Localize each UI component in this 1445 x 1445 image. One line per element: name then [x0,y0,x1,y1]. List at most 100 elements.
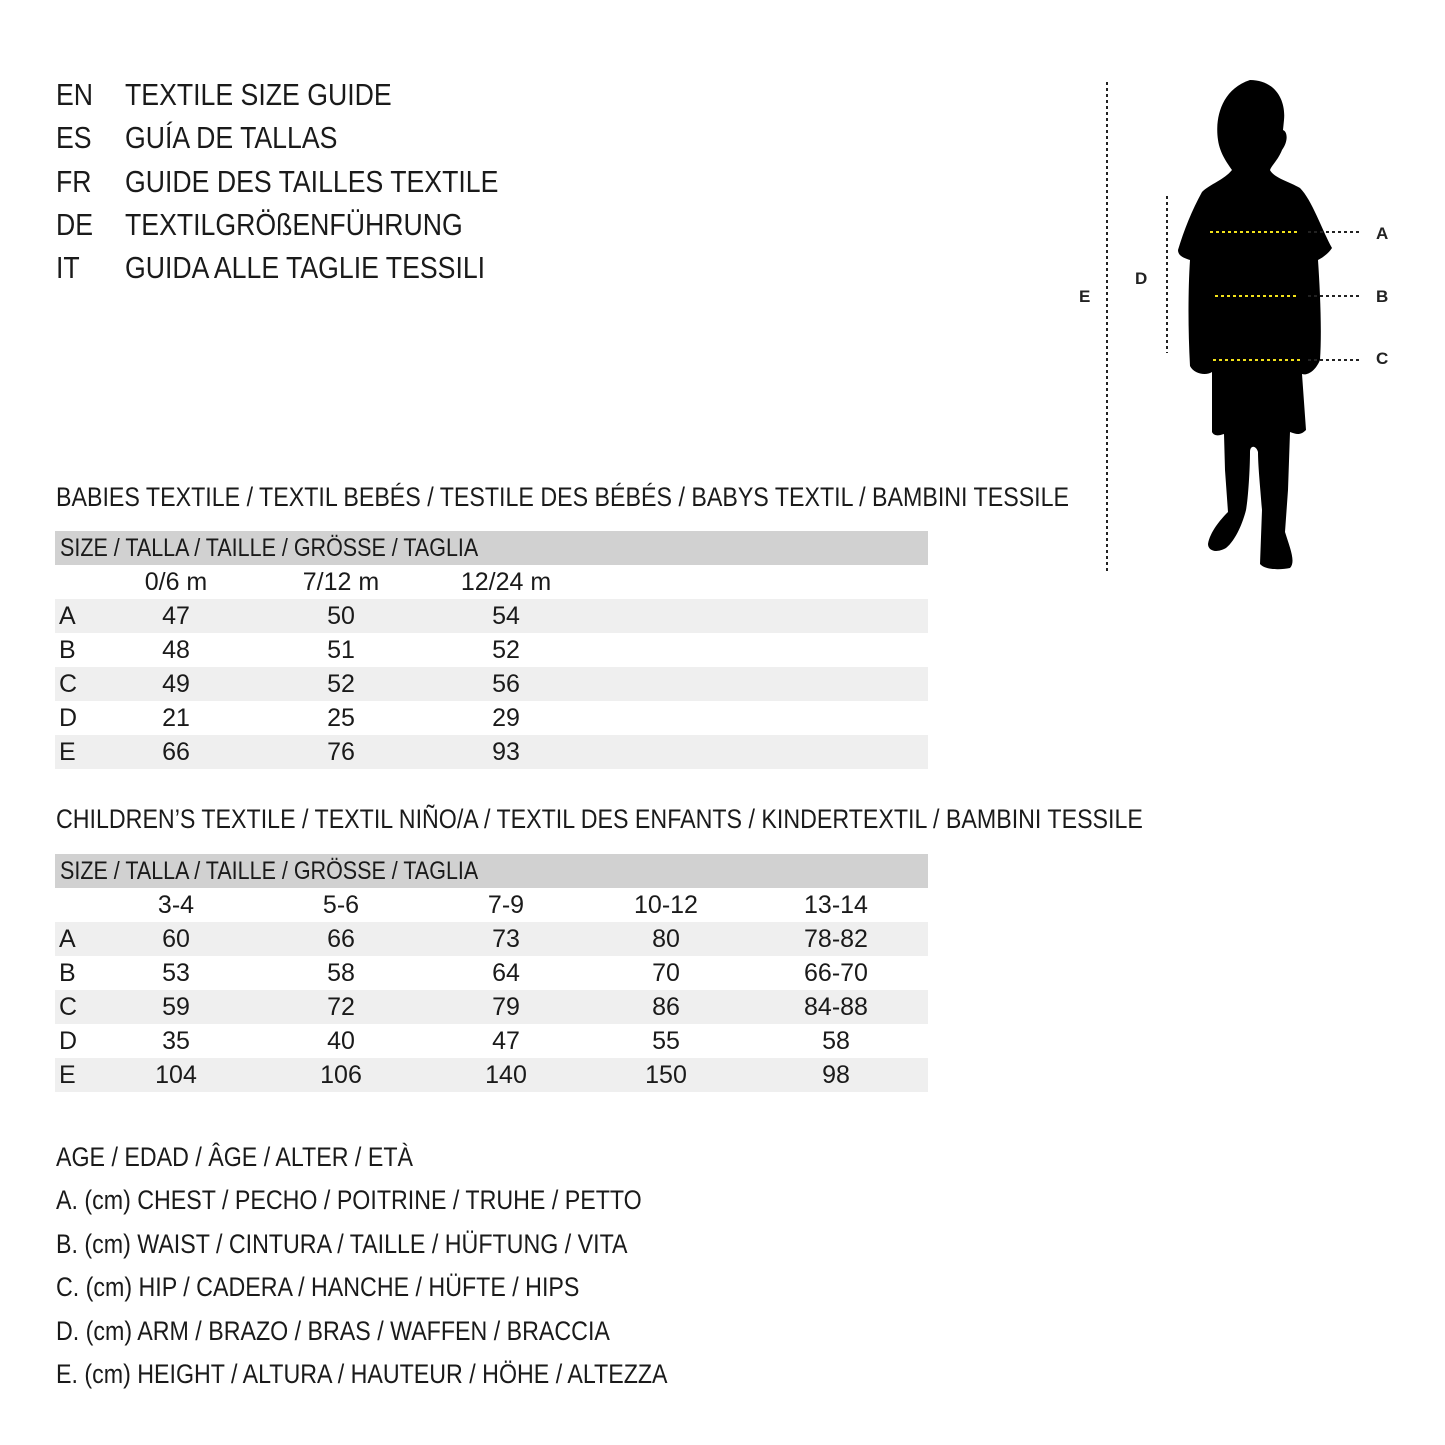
table-cell: 73 [492,925,520,953]
legend-item: B. (cm) WAIST / CINTURA / TAILLE / HÜFTU… [56,1227,721,1261]
language-code: IT [56,250,80,286]
row-label: B [59,959,76,987]
babies-section-title: BABIES TEXTILE / TEXTIL BEBÉS / TESTILE … [56,480,1234,514]
column-header: 5-6 [322,891,360,919]
table-cell: 64 [492,959,520,987]
table-cell: 52 [492,636,520,664]
size-header-text: SIZE / TALLA / TAILLE / GRÖSSE / TAGLIA [60,534,479,562]
legend-item: E. (cm) HEIGHT / ALTURA / HAUTEUR / HÖHE… [56,1357,767,1391]
table-row: E 66 76 93 [55,735,928,769]
table-cell: 104 [155,1061,197,1089]
table-cell: 150 [645,1061,687,1089]
table-cell: 70 [652,959,680,987]
children-size-header: SIZE / TALLA / TAILLE / GRÖSSE / TAGLIA [55,854,928,888]
table-cell: 25 [327,704,355,732]
legend-item: AGE / EDAD / ÂGE / ALTER / ETÀ [56,1140,471,1174]
children-title-text: CHILDREN’S TEXTILE / TEXTIL NIÑO/A / TEX… [56,804,1143,834]
legend-item: D. (cm) ARM / BRAZO / BRAS / WAFFEN / BR… [56,1314,700,1348]
table-cell: 47 [492,1027,520,1055]
label-e: E [1079,287,1090,306]
table-cell: 47 [162,602,190,630]
table-cell: 140 [485,1061,527,1089]
babies-size-header: SIZE / TALLA / TAILLE / GRÖSSE / TAGLIA [55,531,928,565]
size-header-text: SIZE / TALLA / TAILLE / GRÖSSE / TAGLIA [60,857,479,885]
children-column-header-row: 3-4 5-6 7-9 10-12 13-14 [55,888,928,922]
table-row: B 53 58 64 70 66-70 [55,956,928,990]
legend-item: A. (cm) CHEST / PECHO / POITRINE / TRUHE… [56,1183,737,1217]
language-row: ES GUÍA DE TALLAS [56,118,656,158]
column-header: 12/24 m [460,568,552,596]
table-cell: 66-70 [804,959,868,987]
language-code: EN [56,77,94,112]
language-title: GUIDE DES TAILLES TEXTILE [125,163,499,199]
table-row: A 60 66 73 80 78-82 [55,922,928,956]
babies-column-header-row: 0/6 m 7/12 m 12/24 m [55,565,928,599]
table-cell: 106 [320,1061,362,1089]
column-header: 7-9 [487,891,525,919]
table-cell: 86 [652,993,680,1021]
row-label: D [59,1027,78,1055]
table-cell: 98 [822,1061,850,1089]
table-cell: 79 [492,993,520,1021]
table-cell: 35 [162,1027,190,1055]
table-cell: 84-88 [804,993,868,1021]
language-title: GUIDA ALLE TAGLIE TESSILI [125,250,486,286]
language-row: IT GUIDA ALLE TAGLIE TESSILI [56,248,656,288]
legend-text: A. (cm) CHEST / PECHO / POITRINE / TRUHE… [56,1185,642,1216]
column-header: 3-4 [157,891,195,919]
language-row: DE TEXTILGRÖßENFÜHRUNG [56,205,656,245]
legend-text: E. (cm) HEIGHT / ALTURA / HAUTEUR / HÖHE… [56,1359,668,1389]
table-row: C 49 52 56 [55,667,928,701]
table-row: E 104 106 140 150 98 [55,1058,928,1092]
table-cell: 66 [327,925,355,953]
legend-text: AGE / EDAD / ÂGE / ALTER / ETÀ [56,1142,414,1172]
child-silhouette-icon [1178,80,1332,570]
table-cell: 50 [327,602,355,630]
language-title: GUÍA DE TALLAS [125,120,338,156]
babies-size-table: SIZE / TALLA / TAILLE / GRÖSSE / TAGLIA 0… [55,531,928,769]
table-cell: 80 [652,925,680,953]
legend-text: D. (cm) ARM / BRAZO / BRAS / WAFFEN / BR… [56,1315,610,1346]
row-label: D [59,704,78,732]
label-c: C [1376,349,1388,368]
language-code: FR [56,163,92,199]
table-cell: 93 [492,738,520,766]
measure-lines [1210,231,1360,361]
table-cell: 29 [492,704,520,732]
table-row: C 59 72 79 86 84-88 [55,990,928,1024]
row-label: E [59,738,76,766]
table-cell: 53 [162,959,190,987]
row-label: C [59,993,78,1021]
column-header: 7/12 m [302,568,380,596]
table-cell: 76 [327,738,355,766]
language-code: ES [56,120,92,156]
table-cell: 52 [327,670,355,698]
column-header: 10-12 [634,891,698,919]
language-title: TEXTILE SIZE GUIDE [125,77,392,112]
language-row: EN TEXTILE SIZE GUIDE [56,75,656,115]
table-cell: 78-82 [804,925,868,953]
table-cell: 54 [492,602,520,630]
label-d: D [1135,269,1147,288]
label-a: A [1376,224,1388,243]
babies-title-text: BABIES TEXTILE / TEXTIL BEBÉS / TESTILE … [56,482,1070,512]
row-label: B [59,636,76,664]
row-label: E [59,1061,76,1089]
table-cell: 58 [822,1027,850,1055]
table-cell: 21 [162,704,190,732]
table-cell: 58 [327,959,355,987]
table-cell: 60 [162,925,190,953]
table-cell: 66 [162,738,190,766]
table-row: B 48 51 52 [55,633,928,667]
table-cell: 59 [162,993,190,1021]
table-cell: 48 [162,636,190,664]
legend-text: B. (cm) WAIST / CINTURA / TAILLE / HÜFTU… [56,1228,628,1259]
children-section-title: CHILDREN’S TEXTILE / TEXTIL NIÑO/A / TEX… [56,802,1320,836]
column-header: 0/6 m [144,568,208,596]
legend-item: C. (cm) HIP / CADERA / HANCHE / HÜFTE / … [56,1270,665,1304]
table-row: D 21 25 29 [55,701,928,735]
table-row: D 35 40 47 55 58 [55,1024,928,1058]
language-title: TEXTILGRÖßENFÜHRUNG [125,206,463,242]
child-silhouette-figure: E D A B C [1079,80,1388,572]
table-cell: 55 [652,1027,680,1055]
